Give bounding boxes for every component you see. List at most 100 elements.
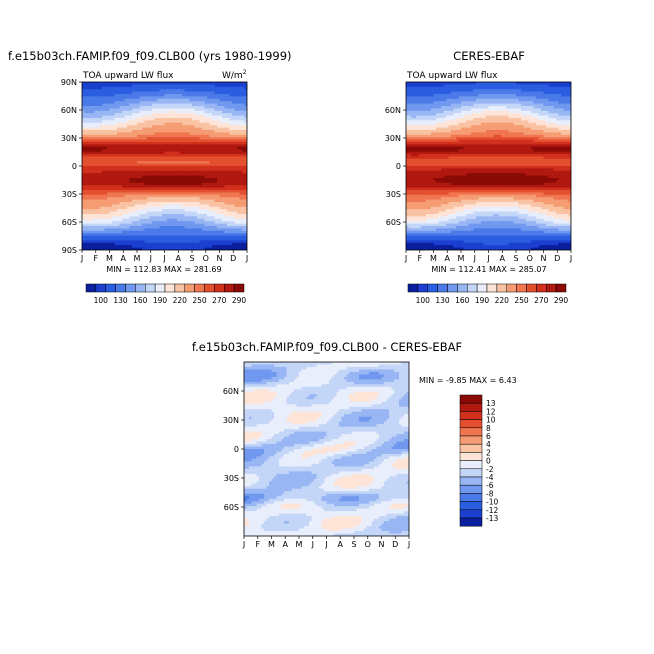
heatmap-cell — [102, 238, 106, 241]
heatmap-cell — [114, 108, 118, 112]
heatmap-cell — [82, 122, 86, 126]
heatmap-cell — [232, 230, 236, 234]
heatmap-cell — [154, 151, 158, 155]
heatmap-cell — [182, 113, 186, 117]
heatmap-cell — [82, 226, 86, 229]
heatmap-cell — [84, 96, 88, 100]
heatmap-cell — [147, 235, 151, 239]
heatmap-cell — [217, 137, 221, 141]
heatmap-cell — [212, 192, 216, 196]
heatmap-cell — [164, 206, 168, 210]
heatmap-cell — [229, 182, 233, 186]
heatmap-cell — [89, 86, 93, 90]
heatmap-cell — [99, 238, 103, 241]
heatmap-cell — [82, 108, 86, 112]
heatmap-cell — [94, 89, 98, 93]
heatmap-cell — [219, 230, 223, 234]
heatmap-cell — [451, 82, 455, 85]
heatmap-cell — [204, 185, 208, 189]
heatmap-cell — [194, 245, 198, 249]
heatmap-cell — [244, 98, 247, 102]
heatmap-cell — [199, 216, 203, 220]
heatmap-cell — [232, 206, 236, 210]
heatmap-cell — [92, 202, 96, 205]
heatmap-cell — [82, 151, 86, 155]
heatmap-cell — [219, 185, 223, 189]
heatmap-cell — [478, 86, 482, 90]
heatmap-cell — [104, 106, 108, 109]
heatmap-cell — [199, 202, 203, 205]
heatmap-cell — [204, 173, 208, 177]
heatmap-cell — [129, 89, 133, 93]
heatmap-cell — [112, 173, 116, 177]
heatmap-cell — [114, 96, 118, 100]
heatmap-cell — [237, 130, 241, 133]
heatmap-cell — [124, 204, 128, 208]
heatmap-cell — [506, 82, 510, 85]
heatmap-cell — [157, 139, 161, 143]
heatmap-cell — [157, 230, 161, 234]
heatmap-cell — [227, 209, 231, 213]
heatmap-cell — [142, 178, 146, 181]
heatmap-cell — [132, 89, 136, 93]
heatmap-cell — [179, 89, 183, 93]
heatmap-cell — [219, 199, 223, 203]
heatmap-cell — [164, 180, 168, 184]
heatmap-cell — [122, 202, 126, 205]
heatmap-cell — [139, 144, 143, 148]
heatmap-cell — [169, 101, 173, 105]
heatmap-cell — [209, 130, 213, 133]
heatmap-cell — [139, 154, 143, 157]
heatmap-cell — [82, 91, 86, 95]
heatmap-cell — [207, 134, 211, 138]
heatmap-cell — [237, 122, 241, 126]
heatmap-cell — [144, 173, 148, 177]
heatmap-cell — [92, 163, 96, 167]
heatmap-cell — [84, 84, 88, 88]
heatmap-cell — [214, 199, 218, 203]
heatmap-cell — [122, 206, 126, 210]
heatmap-cell — [147, 194, 151, 198]
heatmap-cell — [154, 127, 158, 131]
heatmap-cell — [169, 238, 173, 241]
heatmap-cell — [192, 108, 196, 112]
heatmap-cell — [159, 221, 163, 225]
heatmap-cell — [117, 106, 121, 109]
heatmap-cell — [167, 228, 171, 232]
heatmap-cell — [172, 98, 176, 102]
heatmap-cell — [217, 96, 221, 100]
heatmap-cell — [99, 108, 103, 112]
heatmap-cell — [227, 235, 231, 239]
heatmap-cell — [237, 151, 241, 155]
heatmap-cell — [242, 161, 246, 165]
heatmap-cell — [179, 214, 183, 217]
heatmap-cell — [182, 82, 186, 85]
heatmap-cell — [232, 173, 236, 177]
heatmap-cell — [227, 139, 231, 143]
heatmap-cell — [222, 137, 226, 141]
heatmap-cell — [187, 199, 191, 203]
heatmap-cell — [456, 82, 460, 85]
heatmap-cell — [229, 163, 233, 167]
heatmap-cell — [167, 139, 171, 143]
heatmap-cell — [124, 115, 128, 119]
heatmap-cell — [167, 137, 171, 141]
heatmap-cell — [234, 120, 238, 124]
heatmap-cell — [127, 130, 131, 133]
heatmap-cell — [157, 146, 161, 150]
heatmap-cell — [239, 127, 243, 131]
heatmap-cell — [167, 113, 171, 117]
heatmap-cell — [239, 156, 243, 160]
heatmap-cell — [124, 192, 128, 196]
heatmap-cell — [92, 154, 96, 157]
heatmap-cell — [149, 221, 153, 225]
heatmap-cell — [179, 151, 183, 155]
heatmap-cell — [107, 178, 111, 181]
heatmap-cell — [149, 206, 153, 210]
heatmap-cell — [189, 173, 193, 177]
heatmap-cell — [244, 120, 247, 124]
heatmap-cell — [222, 89, 226, 93]
heatmap-cell — [137, 130, 141, 133]
heatmap-cell — [119, 94, 123, 97]
heatmap-cell — [102, 206, 106, 210]
